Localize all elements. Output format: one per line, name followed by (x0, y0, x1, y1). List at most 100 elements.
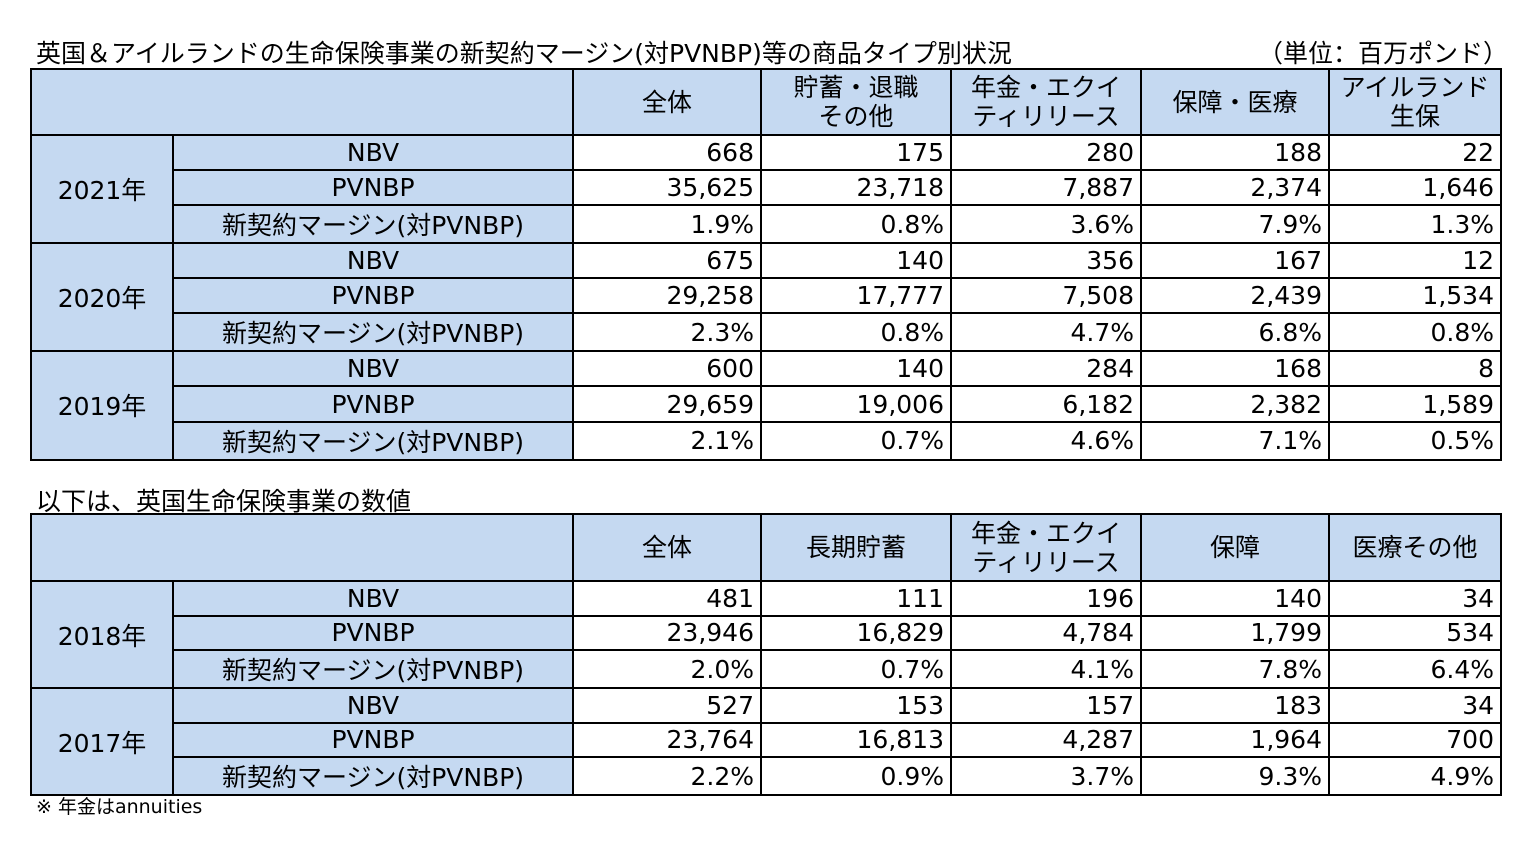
value-cell: 35,625 (572, 169, 762, 207)
header-line: 保障 (1209, 533, 1260, 562)
value-cell: 23,764 (572, 721, 762, 758)
value-cell: 3.7% (950, 756, 1142, 796)
value-cell: 7,887 (950, 169, 1142, 207)
data-row: 2021年 NBV 668 175 280 188 22 (30, 133, 1502, 245)
value-cell: 34 (1328, 580, 1502, 617)
row-label: 新契約マージン(対PVNBP) (172, 649, 574, 689)
value-cell: 2,439 (1140, 277, 1330, 315)
value-cell: 140 (1140, 580, 1330, 617)
row-label: 新契約マージン(対PVNBP) (172, 756, 574, 796)
value-cell: 668 (572, 133, 762, 172)
header-row: 全体 長期貯蓄 年金・エクイ ティリリース 保障 医療その他 (30, 513, 1502, 582)
value-cell: 2.3% (572, 312, 762, 353)
value-cell: 29,258 (572, 277, 762, 315)
value-cell: 4.9% (1328, 756, 1502, 796)
value-cell: 183 (1140, 687, 1330, 724)
data-row: 2017年 NBV 527 153 157 183 34 (30, 687, 1502, 796)
value-cell: 0.8% (760, 312, 952, 353)
value-cell: 1,964 (1140, 721, 1330, 758)
row-label: NBV (172, 350, 574, 388)
value-cell: 1,534 (1328, 277, 1502, 315)
value-cell: 2.2% (572, 756, 762, 796)
data-row: PVNBP 29,258 17,777 7,508 2,439 1,534 (31, 277, 1502, 315)
value-cell: 4.1% (950, 649, 1142, 689)
title: 英国＆アイルランドの生命保険事業の新契約マージン(対PVNBP)等の商品タイプ別… (36, 39, 1012, 68)
value-cell: 8 (1328, 350, 1502, 388)
data-row: 新契約マージン(対PVNBP) 1.9% 0.8% 3.6% 7.9% 1.3% (31, 204, 1502, 245)
value-cell: 7,508 (950, 277, 1142, 315)
data-table: 全体 貯蓄・退職 その他 年金・エクイ ティリリース 保障・医療 アイルランド 生保 2021年… (30, 68, 1502, 461)
value-cell: 140 (760, 350, 952, 388)
data-row: 新契約マージン(対PVNBP) 2.0% 0.7% 4.1% 7.8% 6.4% (31, 649, 1502, 689)
data-row: 2018年 NBV 481 111 196 140 34 (30, 580, 1502, 689)
value-cell: 284 (950, 350, 1142, 388)
header-cell: 保障・医療 (1140, 68, 1330, 136)
value-cell: 6.4% (1328, 649, 1502, 689)
footnote: ※ 年金はannuities (36, 796, 203, 818)
value-cell: 2,374 (1140, 169, 1330, 207)
row-label: PVNBP (172, 385, 574, 423)
value-cell: 175 (760, 133, 952, 172)
header-cell: アイルランド 生保 (1328, 68, 1502, 136)
value-cell: 4,287 (950, 721, 1142, 758)
header-cell: 医療その他 (1328, 513, 1502, 582)
row-label: 新契約マージン(対PVNBP) (172, 420, 574, 461)
value-cell: 4,784 (950, 614, 1142, 651)
header-line: 長期貯蓄 (805, 533, 906, 562)
data-row: PVNBP 35,625 23,718 7,887 2,374 1,646 (31, 169, 1502, 207)
header-line: 貯蓄・退職 (793, 73, 919, 102)
header-cell: 保障 (1140, 513, 1330, 582)
value-cell: 16,829 (760, 614, 952, 651)
header-line: 年金・エクイ (970, 518, 1121, 548)
value-cell: 34 (1328, 687, 1502, 724)
value-cell: 6,182 (950, 385, 1142, 423)
header-line: 全体 (641, 87, 692, 117)
data-row: 新契約マージン(対PVNBP) 2.3% 0.8% 4.7% 6.8% 0.8% (31, 312, 1502, 353)
row-label: PVNBP (172, 277, 574, 315)
value-cell: 167 (1140, 242, 1330, 280)
row-label: PVNBP (172, 721, 574, 758)
data-row: 新契約マージン(対PVNBP) 2.1% 0.7% 4.6% 7.1% 0.5% (31, 420, 1502, 461)
header-line: アイルランド (1340, 73, 1490, 102)
header-cell: 全体 (572, 68, 762, 136)
row-label: NBV (172, 687, 574, 724)
year-cell: 2018年 (30, 580, 174, 689)
value-cell: 19,006 (760, 385, 952, 423)
subtitle: 以下は、英国生命保険事業の数値 (36, 487, 412, 516)
value-cell: 188 (1140, 133, 1330, 172)
value-cell: 600 (572, 350, 762, 388)
header-line: 全体 (641, 533, 692, 562)
value-cell: 6.8% (1140, 312, 1330, 353)
header-cell: 貯蓄・退職 その他 (760, 68, 952, 136)
data-row: 2020年 NBV 675 140 356 167 12 (30, 242, 1502, 353)
value-cell: 0.8% (760, 204, 952, 245)
value-cell: 29,659 (572, 385, 762, 423)
value-cell: 0.7% (760, 649, 952, 689)
header-line: 生保 (1389, 102, 1440, 131)
data-table: 全体 長期貯蓄 年金・エクイ ティリリース 保障 医療その他 2018年 NBV 481 111 1… (30, 513, 1502, 796)
value-cell: 1,799 (1140, 614, 1330, 651)
row-label: 新契約マージン(対PVNBP) (172, 312, 574, 353)
header-cell: 全体 (572, 513, 762, 582)
value-cell: 23,718 (760, 169, 952, 207)
value-cell: 168 (1140, 350, 1330, 388)
value-cell: 675 (572, 242, 762, 280)
value-cell: 2,382 (1140, 385, 1330, 423)
header-line: 年金・エクイ (970, 73, 1121, 102)
header-line: その他 (818, 102, 894, 131)
value-cell: 23,946 (572, 614, 762, 651)
header-corner (30, 68, 574, 136)
year-cell: 2021年 (30, 133, 174, 245)
value-cell: 153 (760, 687, 952, 724)
row-label: NBV (172, 133, 574, 172)
value-cell: 3.6% (950, 204, 1142, 245)
value-cell: 481 (572, 580, 762, 617)
value-cell: 157 (950, 687, 1142, 724)
value-cell: 0.9% (760, 756, 952, 796)
row-label: NBV (172, 580, 574, 617)
value-cell: 700 (1328, 721, 1502, 758)
row-label: PVNBP (172, 614, 574, 651)
unit: （単位：百万ポンド） (1258, 39, 1509, 68)
value-cell: 4.7% (950, 312, 1142, 353)
